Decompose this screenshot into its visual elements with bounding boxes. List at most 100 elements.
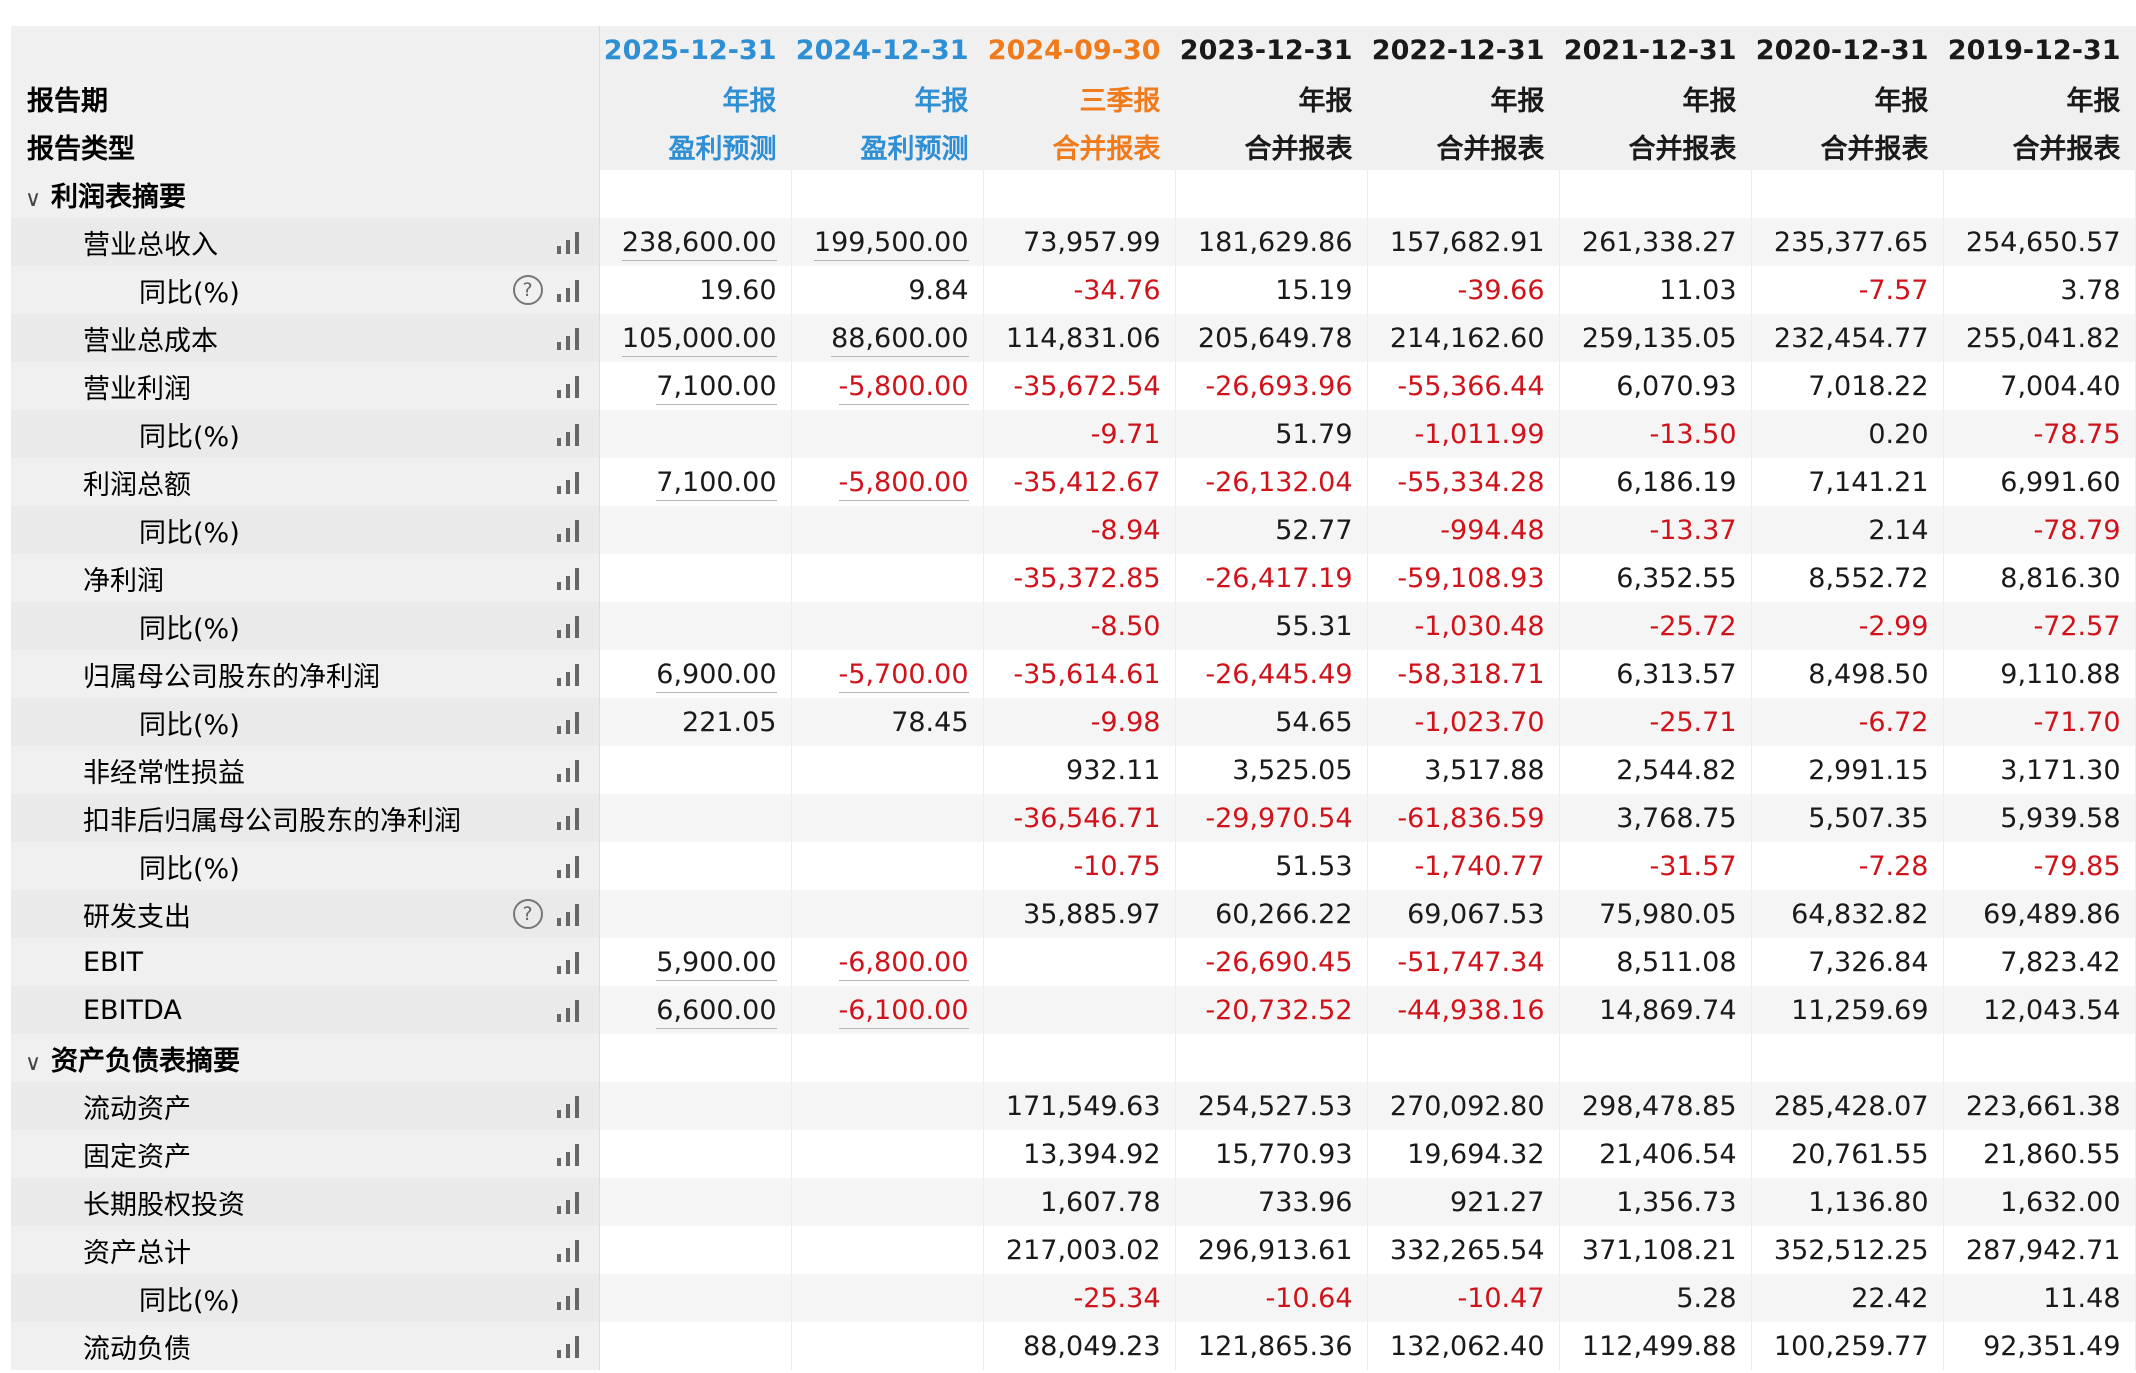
bar-chart-icon[interactable] xyxy=(556,760,583,782)
report-period-cell: 三季报 xyxy=(983,74,1176,122)
bar-chart-icon[interactable] xyxy=(556,1288,583,1310)
table-row: 同比(%) -9.71 51.79 -1,011.99 -13.50 0.20 -78.75 xyxy=(11,410,2136,458)
value-cell: -994.48 xyxy=(1367,506,1560,554)
value-text: -5,700.00 xyxy=(838,658,969,693)
value-text: 51.79 xyxy=(1275,418,1353,450)
row-label: 流动资产 xyxy=(83,1093,191,1125)
help-icon[interactable]: ? xyxy=(512,899,543,929)
bar-chart-icon[interactable] xyxy=(556,904,583,926)
table-row: 长期股权投资 1,607.78 733.96 921.27 1,356.73 1,136.… xyxy=(11,1178,2136,1226)
value-text: 3,768.75 xyxy=(1616,802,1737,834)
value-cell: -5,700.00 xyxy=(791,650,984,698)
value-cell: 223,661.38 xyxy=(1943,1082,2136,1130)
value-text: -9.98 xyxy=(1090,706,1161,738)
bar-chart-icon[interactable] xyxy=(556,280,583,302)
bar-chart-icon[interactable] xyxy=(556,376,583,398)
bar-chart-icon[interactable] xyxy=(556,328,583,350)
row-label-cell: 同比(%) xyxy=(11,1274,600,1322)
bar-chart-icon[interactable] xyxy=(556,1096,583,1118)
value-cell xyxy=(791,1130,984,1178)
value-text: 287,942.71 xyxy=(1965,1234,2121,1266)
report-type-cell: 合并报表 xyxy=(1175,122,1368,170)
value-cell: 78.45 xyxy=(791,698,984,746)
bar-chart-icon[interactable] xyxy=(556,952,583,974)
value-cell: 181,629.86 xyxy=(1175,218,1368,266)
value-cell xyxy=(791,554,984,602)
value-text: 112,499.88 xyxy=(1581,1330,1737,1362)
value-text: -35,412.67 xyxy=(1013,466,1161,498)
value-text: -6,100.00 xyxy=(838,994,969,1029)
value-cell: 1,136.80 xyxy=(1751,1178,1944,1226)
bar-chart-icon[interactable] xyxy=(556,856,583,878)
row-label-cell: 同比(%)? xyxy=(11,266,600,314)
value-text: 9.84 xyxy=(908,274,969,306)
table-row: 营业总成本 105,000.00 88,600.00 114,831.06 205,64… xyxy=(11,314,2136,362)
value-text: 2,991.15 xyxy=(1808,754,1929,786)
value-text: 3,525.05 xyxy=(1232,754,1353,786)
section-toggle[interactable]: ∨ 利润表摘要 xyxy=(11,170,600,218)
value-cell: -61,836.59 xyxy=(1367,794,1560,842)
bar-chart-icon[interactable] xyxy=(556,1000,583,1022)
value-text: 19.60 xyxy=(699,274,777,306)
value-text: -26,690.45 xyxy=(1205,946,1353,978)
row-label-cell: EBITDA xyxy=(11,986,600,1034)
bar-chart-icon[interactable] xyxy=(556,712,583,734)
value-text: 1,632.00 xyxy=(2000,1186,2121,1218)
value-cell: -59,108.93 xyxy=(1367,554,1560,602)
section-toggle[interactable]: ∨ 资产负债表摘要 xyxy=(11,1034,600,1082)
value-text: -8.94 xyxy=(1090,514,1161,546)
table-row: 同比(%) -25.34 -10.64 -10.47 5.28 22.42 11.48 xyxy=(11,1274,2136,1322)
report-type-cell: 合并报表 xyxy=(1559,122,1752,170)
row-label-cell: 同比(%) xyxy=(11,842,600,890)
bar-chart-icon[interactable] xyxy=(556,664,583,686)
value-text: 6,186.19 xyxy=(1616,466,1737,498)
bar-chart-icon[interactable] xyxy=(556,232,583,254)
value-text: -1,740.77 xyxy=(1414,850,1545,882)
value-text: 2.14 xyxy=(1868,514,1929,546)
table-row: 研发支出? 35,885.97 60,266.22 69,067.53 75,980.0… xyxy=(11,890,2136,938)
value-cell: 8,511.08 xyxy=(1559,938,1752,986)
bar-chart-icon[interactable] xyxy=(556,616,583,638)
value-cell: 20,761.55 xyxy=(1751,1130,1944,1178)
bar-chart-icon[interactable] xyxy=(556,1336,583,1358)
value-text: -59,108.93 xyxy=(1397,562,1545,594)
chevron-down-icon[interactable]: ∨ xyxy=(25,1050,42,1076)
value-cell: -25.34 xyxy=(983,1274,1176,1322)
value-cell: 6,991.60 xyxy=(1943,458,2136,506)
value-text: 6,352.55 xyxy=(1616,562,1737,594)
bar-chart-icon[interactable] xyxy=(556,472,583,494)
bar-chart-icon[interactable] xyxy=(556,1144,583,1166)
value-cell: 217,003.02 xyxy=(983,1226,1176,1274)
section-header[interactable]: ∨ 利润表摘要 xyxy=(11,170,2136,218)
header-label-cell: 报告期 xyxy=(11,74,600,122)
bar-chart-icon[interactable] xyxy=(556,520,583,542)
value-text: 69,067.53 xyxy=(1407,898,1545,930)
row-label: 同比(%) xyxy=(139,421,240,453)
value-cell xyxy=(791,602,984,650)
value-cell: 15,770.93 xyxy=(1175,1130,1368,1178)
value-cell: -78.75 xyxy=(1943,410,2136,458)
row-label-cell: 净利润 xyxy=(11,554,600,602)
value-text: 5,900.00 xyxy=(656,946,777,981)
help-icon[interactable]: ? xyxy=(512,275,543,305)
value-text: -1,023.70 xyxy=(1414,706,1545,738)
value-cell xyxy=(791,410,984,458)
bar-chart-icon[interactable] xyxy=(556,568,583,590)
table-row: EBITDA 6,600.00 -6,100.00 -20,732.52 -44,938… xyxy=(11,986,2136,1034)
bar-chart-icon[interactable] xyxy=(556,808,583,830)
value-cell: -58,318.71 xyxy=(1367,650,1560,698)
value-text: 157,682.91 xyxy=(1389,226,1545,258)
value-cell: -7.28 xyxy=(1751,842,1944,890)
value-cell xyxy=(599,554,792,602)
bar-chart-icon[interactable] xyxy=(556,1192,583,1214)
value-text: -51,747.34 xyxy=(1397,946,1545,978)
bar-chart-icon[interactable] xyxy=(556,1240,583,1262)
value-text: 11.48 xyxy=(2043,1282,2121,1314)
section-header[interactable]: ∨ 资产负债表摘要 xyxy=(11,1034,2136,1082)
report-type-cell: 合并报表 xyxy=(1943,122,2136,170)
bar-chart-icon[interactable] xyxy=(556,424,583,446)
value-cell: -44,938.16 xyxy=(1367,986,1560,1034)
value-text: 6,900.00 xyxy=(656,658,777,693)
report-date-cell: 2023-12-31 xyxy=(1175,26,1368,74)
chevron-down-icon[interactable]: ∨ xyxy=(25,186,42,212)
